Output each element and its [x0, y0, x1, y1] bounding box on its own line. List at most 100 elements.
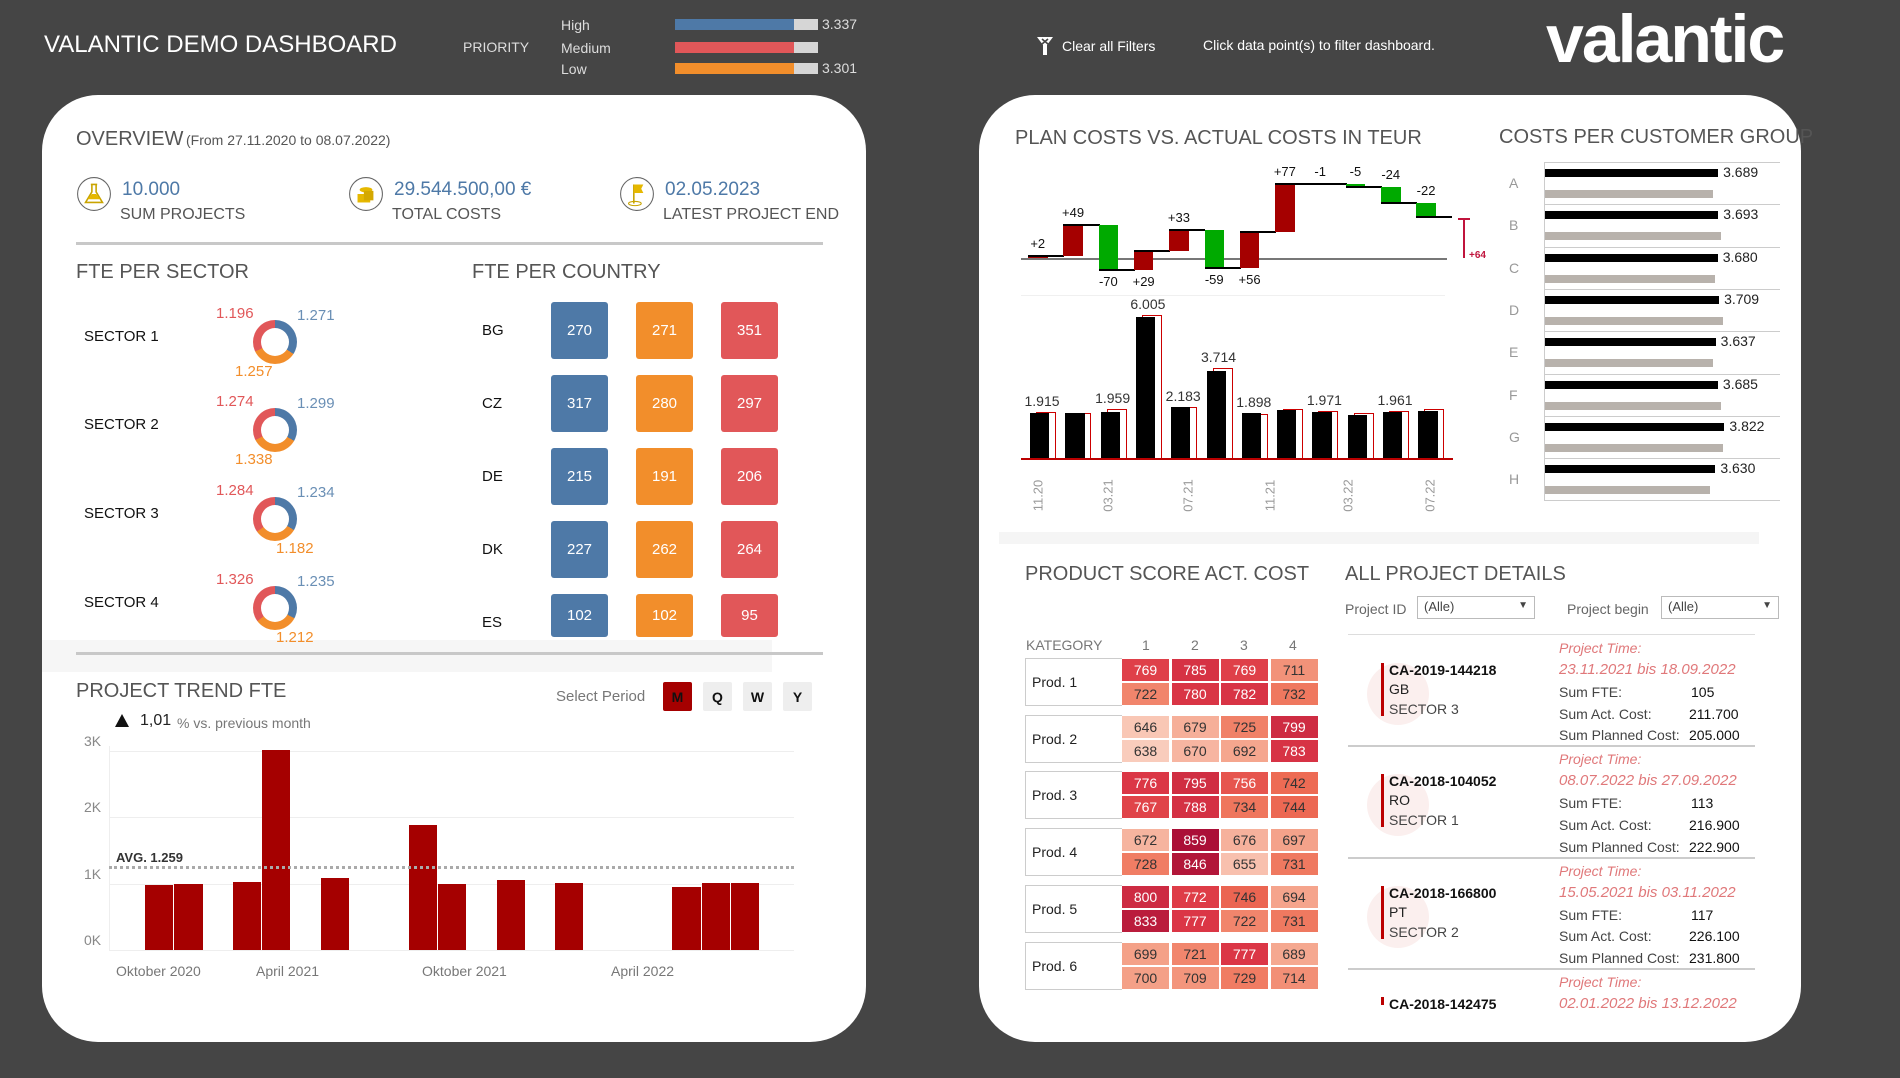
customer-group-label[interactable]: E — [1509, 344, 1519, 361]
product-row[interactable] — [1025, 884, 1122, 933]
heatmap-cell[interactable]: 697 — [1270, 829, 1318, 852]
period-button-w[interactable]: W — [743, 682, 772, 711]
actual-cost-bar[interactable] — [1206, 370, 1226, 458]
heatmap-cell[interactable]: 833 — [1122, 909, 1169, 932]
heatmap-cell[interactable]: 722 — [1221, 909, 1268, 932]
actual-cost-bar[interactable] — [1418, 411, 1438, 458]
actual-cost-bar[interactable] — [1544, 422, 1725, 431]
country-fte-tile[interactable]: 264 — [721, 521, 778, 578]
product-row[interactable] — [1025, 714, 1122, 763]
customer-group-label[interactable]: G — [1509, 428, 1520, 445]
actual-cost-bar[interactable] — [1383, 411, 1403, 458]
waterfall-bar[interactable] — [1098, 225, 1119, 270]
plan-cost-bar[interactable] — [1544, 190, 1714, 198]
heatmap-cell[interactable]: 788 — [1171, 796, 1219, 819]
heatmap-cell[interactable]: 731 — [1270, 909, 1318, 932]
country-fte-tile[interactable]: 271 — [636, 302, 693, 359]
heatmap-cell[interactable]: 694 — [1270, 885, 1318, 908]
heatmap-cell[interactable]: 785 — [1171, 659, 1219, 681]
actual-cost-bar[interactable] — [1100, 411, 1120, 458]
project-begin-dropdown[interactable]: (Alle) ▼ — [1661, 596, 1779, 619]
country-label[interactable]: BG — [482, 322, 504, 339]
heatmap-cell[interactable]: 646 — [1122, 715, 1169, 738]
clear-filters-button[interactable]: Clear all Filters — [1036, 36, 1155, 56]
country-label[interactable]: CZ — [482, 395, 502, 412]
heatmap-cell[interactable]: 799 — [1270, 715, 1318, 738]
product-row[interactable] — [1025, 771, 1122, 820]
country-fte-tile[interactable]: 215 — [551, 448, 608, 505]
priority-high-bar[interactable] — [675, 19, 818, 30]
sector-donut-chart[interactable] — [253, 408, 297, 452]
heatmap-cell[interactable]: 800 — [1122, 885, 1169, 908]
trend-bar[interactable] — [174, 884, 203, 950]
product-row[interactable] — [1025, 828, 1122, 877]
heatmap-cell[interactable]: 689 — [1270, 942, 1318, 965]
plan-cost-bar[interactable] — [1544, 486, 1711, 495]
customer-group-label[interactable]: C — [1509, 259, 1520, 276]
trend-bar[interactable] — [496, 880, 525, 950]
trend-bar[interactable] — [320, 877, 350, 950]
heatmap-cell[interactable]: 729 — [1221, 966, 1268, 989]
heatmap-cell[interactable]: 772 — [1171, 885, 1219, 908]
trend-bar[interactable] — [701, 883, 730, 950]
heatmap-cell[interactable]: 721 — [1171, 942, 1219, 965]
heatmap-cell[interactable]: 692 — [1221, 739, 1268, 762]
trend-bar[interactable] — [232, 882, 262, 950]
country-fte-tile[interactable]: 297 — [721, 375, 778, 432]
actual-cost-bar[interactable] — [1277, 409, 1297, 458]
country-fte-tile[interactable]: 270 — [551, 302, 608, 359]
country-fte-tile[interactable]: 317 — [551, 375, 608, 432]
heatmap-cell[interactable]: 769 — [1122, 659, 1169, 681]
sector-label[interactable]: SECTOR 2 — [84, 416, 159, 433]
period-button-q[interactable]: Q — [703, 682, 732, 711]
country-fte-tile[interactable]: 102 — [551, 594, 608, 637]
actual-cost-bar[interactable] — [1544, 338, 1716, 347]
heatmap-cell[interactable]: 776 — [1122, 772, 1169, 795]
priority-medium-bar[interactable] — [675, 42, 818, 53]
heatmap-cell[interactable]: 756 — [1221, 772, 1268, 795]
heatmap-cell[interactable]: 744 — [1270, 796, 1318, 819]
customer-group-label[interactable]: F — [1509, 386, 1518, 403]
country-fte-tile[interactable]: 206 — [721, 448, 778, 505]
trend-bar[interactable] — [555, 883, 584, 950]
trend-bar[interactable] — [262, 749, 291, 950]
actual-cost-bar[interactable] — [1544, 211, 1719, 220]
heatmap-cell[interactable]: 783 — [1270, 739, 1318, 762]
actual-cost-bar[interactable] — [1312, 411, 1332, 458]
customer-group-label[interactable]: B — [1509, 217, 1519, 234]
heatmap-cell[interactable]: 711 — [1270, 659, 1318, 681]
heatmap-cell[interactable]: 722 — [1122, 683, 1169, 705]
heatmap-cell[interactable]: 672 — [1122, 829, 1169, 852]
heatmap-cell[interactable]: 777 — [1171, 909, 1219, 932]
plan-cost-bar[interactable] — [1544, 359, 1713, 368]
country-fte-tile[interactable]: 262 — [636, 521, 693, 578]
sector-label[interactable]: SECTOR 1 — [84, 328, 159, 345]
country-fte-tile[interactable]: 351 — [721, 302, 778, 359]
actual-cost-bar[interactable] — [1241, 413, 1262, 458]
waterfall-bar[interactable] — [1063, 225, 1083, 257]
period-button-y[interactable]: Y — [783, 682, 812, 711]
trend-bar[interactable] — [408, 825, 437, 950]
heatmap-cell[interactable]: 700 — [1122, 966, 1169, 989]
project-id-dropdown[interactable]: (Alle) ▼ — [1417, 596, 1535, 619]
heatmap-cell[interactable]: 676 — [1221, 829, 1268, 852]
sector-donut-chart[interactable] — [253, 320, 297, 364]
heatmap-cell[interactable]: 782 — [1221, 683, 1268, 705]
customer-group-label[interactable]: H — [1509, 471, 1520, 488]
heatmap-cell[interactable]: 709 — [1171, 966, 1219, 989]
heatmap-cell[interactable]: 777 — [1221, 942, 1268, 965]
waterfall-bar[interactable] — [1381, 187, 1401, 203]
actual-cost-bar[interactable] — [1544, 380, 1718, 389]
country-label[interactable]: DE — [482, 468, 503, 485]
plan-cost-bar[interactable] — [1544, 232, 1721, 241]
heatmap-cell[interactable]: 780 — [1171, 683, 1219, 705]
waterfall-bar[interactable] — [1345, 184, 1366, 188]
trend-bar[interactable] — [731, 883, 760, 950]
product-row[interactable] — [1025, 941, 1122, 990]
heatmap-cell[interactable]: 679 — [1171, 715, 1219, 738]
plan-cost-bar[interactable] — [1544, 316, 1724, 325]
product-row[interactable] — [1025, 658, 1122, 706]
waterfall-bar[interactable] — [1275, 183, 1295, 233]
period-button-m[interactable]: M — [663, 682, 692, 711]
heatmap-cell[interactable]: 732 — [1270, 683, 1318, 705]
